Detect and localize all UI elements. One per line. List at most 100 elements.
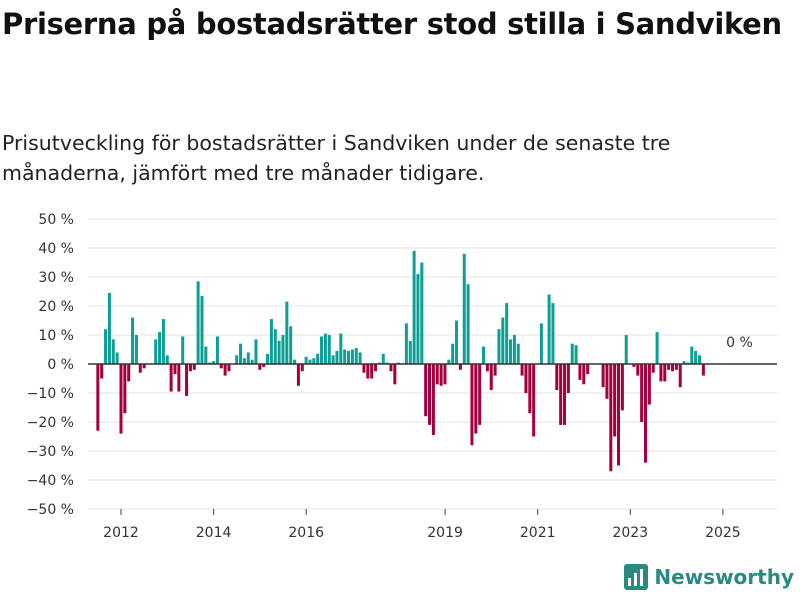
bar xyxy=(431,364,435,436)
bar xyxy=(674,364,678,370)
bar xyxy=(601,364,605,388)
bar xyxy=(690,346,694,364)
bar xyxy=(435,364,439,385)
bar xyxy=(115,352,119,364)
bar xyxy=(551,303,555,364)
x-tick-label: 2014 xyxy=(196,525,232,541)
bar xyxy=(570,343,574,364)
bar xyxy=(235,355,239,364)
bar xyxy=(516,343,520,364)
current-value-annotation: 0 % xyxy=(726,335,753,351)
y-tick-label: −30 % xyxy=(27,444,74,460)
bar xyxy=(343,349,347,364)
bar xyxy=(192,364,196,370)
bar xyxy=(142,364,146,369)
bar xyxy=(659,364,663,382)
bar xyxy=(177,364,181,392)
bar xyxy=(312,358,316,364)
bar xyxy=(420,262,424,364)
bar xyxy=(104,329,108,364)
bar xyxy=(528,364,532,414)
bars xyxy=(96,250,705,472)
bar xyxy=(111,339,115,364)
bar xyxy=(169,364,173,392)
y-tick-label: −20 % xyxy=(27,415,74,431)
bar xyxy=(462,253,466,364)
bar xyxy=(404,323,408,364)
bar xyxy=(582,364,586,385)
bar xyxy=(397,362,401,364)
bar xyxy=(296,364,300,386)
bar xyxy=(154,339,158,364)
page-subtitle: Prisutveckling för bostadsrätter i Sandv… xyxy=(2,131,671,185)
bar xyxy=(377,362,381,364)
bar xyxy=(613,364,617,437)
bar xyxy=(258,364,262,370)
bar xyxy=(316,353,320,364)
bar xyxy=(636,364,640,376)
bar xyxy=(605,364,609,399)
bar xyxy=(204,346,208,364)
bar xyxy=(273,329,277,364)
annotations: 0 % xyxy=(726,335,753,351)
bar xyxy=(293,359,297,364)
bar xyxy=(470,364,474,446)
x-tick-label: 2023 xyxy=(612,525,648,541)
bar xyxy=(501,317,505,364)
bar xyxy=(339,333,343,364)
x-tick-label: 2012 xyxy=(103,525,139,541)
bar xyxy=(655,332,659,364)
bar xyxy=(254,339,258,364)
bar xyxy=(698,355,702,364)
bar xyxy=(246,352,250,364)
bar xyxy=(223,364,227,376)
bar xyxy=(281,335,285,364)
bar xyxy=(212,361,216,364)
bar xyxy=(188,364,192,372)
bar xyxy=(185,364,189,396)
bar xyxy=(304,356,308,364)
bar xyxy=(362,364,366,373)
bar xyxy=(451,343,455,364)
bar xyxy=(408,340,412,364)
bar xyxy=(563,364,567,425)
bar xyxy=(443,364,447,385)
bar xyxy=(323,333,327,364)
bar xyxy=(158,332,162,364)
page-title: Priserna på bostadsrätter stod stilla i … xyxy=(2,7,782,41)
bar xyxy=(374,364,378,372)
bar xyxy=(269,319,273,364)
bar xyxy=(215,336,219,364)
y-tick-label: 20 % xyxy=(38,299,74,315)
bar xyxy=(617,364,621,466)
bar xyxy=(559,364,563,425)
bar xyxy=(493,364,497,376)
bar xyxy=(547,294,551,364)
bar xyxy=(350,349,354,364)
bar xyxy=(250,359,254,364)
y-tick-label: 30 % xyxy=(38,270,74,286)
bar xyxy=(447,359,451,364)
bar xyxy=(682,361,686,364)
bar xyxy=(474,364,478,434)
y-tick-label: 50 % xyxy=(38,212,74,228)
bar xyxy=(586,364,590,375)
bar xyxy=(385,362,389,364)
bar xyxy=(555,364,559,391)
bar xyxy=(131,317,135,364)
bar xyxy=(644,364,648,463)
bar xyxy=(620,364,624,411)
bar xyxy=(393,364,397,385)
bar xyxy=(632,364,636,367)
bar xyxy=(123,364,127,414)
bar xyxy=(412,250,416,364)
bar xyxy=(320,336,324,364)
bar-chart-logo-icon xyxy=(624,564,649,590)
bar xyxy=(219,364,223,369)
bar xyxy=(119,364,123,434)
newsworthy-brand[interactable]: Newsworthy xyxy=(624,564,794,590)
brand-name: Newsworthy xyxy=(654,565,794,589)
y-tick-label: −50 % xyxy=(27,502,74,518)
bar xyxy=(266,353,270,364)
bar xyxy=(424,364,428,417)
